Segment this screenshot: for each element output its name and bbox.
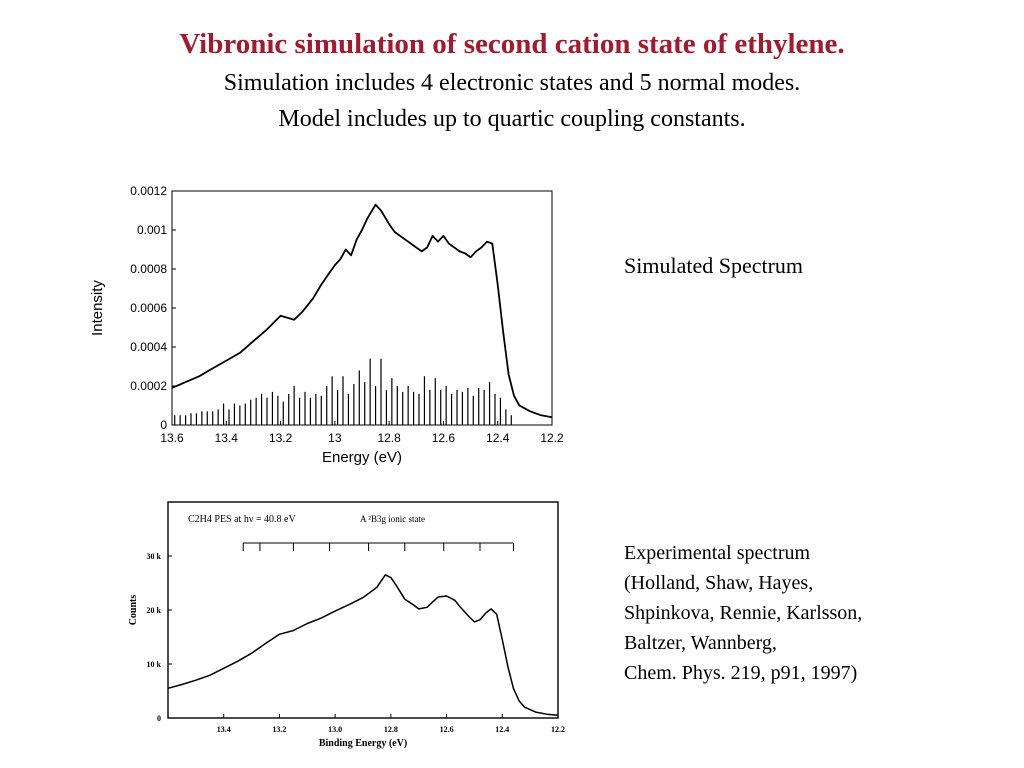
x-tick-label: 12.8 (377, 431, 401, 445)
y-tick-label: 0 (157, 714, 161, 723)
caption-line: Shpinkova, Rennie, Karlsson, (624, 602, 863, 624)
x-tick-label: 13.2 (269, 431, 293, 445)
x-tick-label: 12.8 (384, 725, 398, 734)
x-tick-label: 13.6 (160, 431, 184, 445)
y-tick-label: 0.0008 (130, 262, 167, 276)
x-tick-label: 13.4 (217, 725, 231, 734)
spectrum-line (171, 203, 553, 419)
subtitle-line: Model includes up to quartic coupling co… (278, 106, 746, 132)
ionic-state-label: A ²B3g ionic state (360, 514, 425, 524)
pes-header: C2H4 PES at hν = 40.8 eV (188, 514, 296, 525)
y-tick-label: 0 (160, 418, 167, 432)
x-tick-label: 13.2 (272, 725, 286, 734)
x-tick-label: 13.0 (328, 725, 342, 734)
x-tick-label: 12.4 (495, 725, 509, 734)
y-tick-label: 10 k (147, 660, 162, 669)
y-axis-label: Intensity (89, 280, 106, 336)
slide-title: Vibronic simulation of second cation sta… (179, 28, 845, 60)
x-tick-label: 12.6 (432, 431, 456, 445)
simulated-spectrum-label: Simulated Spectrum (624, 253, 804, 278)
y-tick-label: 20 k (147, 606, 162, 615)
x-axis-label: Binding Energy (eV) (319, 738, 407, 749)
y-tick-label: 0.0004 (130, 340, 167, 354)
x-tick-label: 12.2 (540, 431, 564, 445)
simulated-spectrum-chart: 13.6 13.4 13.2 13 12.8 12.6 12.4 12.2 0 0.0002 0.0… (89, 184, 564, 466)
caption-line: Chem. Phys. 219, p91, 1997) (624, 662, 858, 684)
spectrum-line (167, 574, 559, 717)
subtitle-line: Simulation includes 4 electronic states … (223, 70, 801, 96)
y-tick-label: 0.0012 (130, 184, 167, 198)
y-tick-label: 0.0002 (130, 379, 167, 393)
y-tick-label: 30 k (147, 552, 162, 561)
x-tick-label: 13.4 (215, 431, 239, 445)
y-tick-label: 0.001 (137, 223, 167, 237)
x-axis-label: Energy (eV) (322, 449, 402, 466)
x-tick-label: 12.2 (551, 725, 565, 734)
caption-line: Experimental spectrum (624, 542, 811, 564)
y-tick-label: 0.0006 (130, 301, 167, 315)
x-tick-label: 13 (328, 431, 342, 445)
x-tick-label: 12.4 (486, 431, 510, 445)
y-axis-label: Counts (128, 595, 139, 626)
experimental-spectrum-chart: 13.4 13.2 13.0 12.8 12.6 12.4 12.2 0 10 k 20 k 30 … (128, 501, 565, 749)
plot-frame (167, 501, 559, 719)
experimental-caption: Experimental spectrum (Holland, Shaw, Ha… (624, 538, 862, 688)
caption-line: (Holland, Shaw, Hayes, (624, 572, 814, 594)
x-tick-label: 12.6 (440, 725, 454, 734)
caption-line: Baltzer, Wannberg, (624, 632, 777, 654)
